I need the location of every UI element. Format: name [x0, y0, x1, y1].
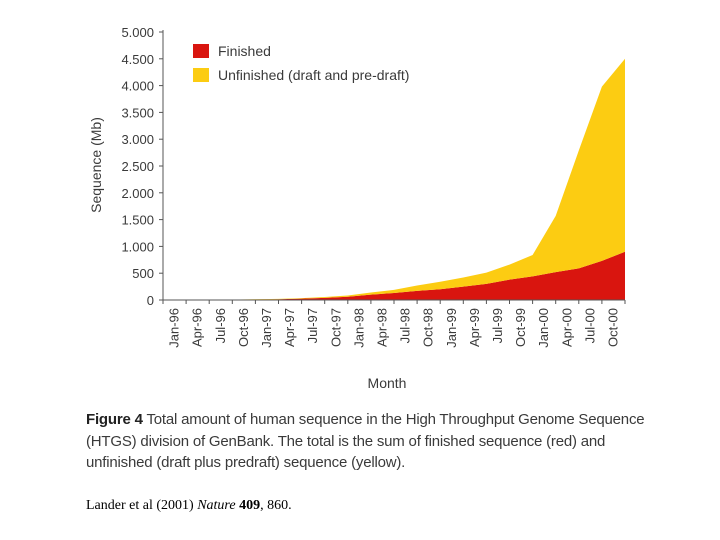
y-tick-label: 4.000 [121, 79, 154, 94]
legend-swatch-unfinished [193, 68, 209, 82]
x-tick-label: Jul-97 [305, 308, 320, 343]
x-tick-label: Oct-97 [328, 308, 343, 347]
x-tick-label: Oct-99 [513, 308, 528, 347]
citation-authors: Lander et al (2001) [86, 498, 198, 513]
y-axis-title: Sequence (Mb) [88, 117, 104, 213]
caption-text: Total amount of human sequence in the Hi… [86, 411, 645, 471]
x-tick-label: Oct-96 [236, 308, 251, 347]
genbank-sequence-chart: 0 500 1.000 1.500 2.000 2.500 3.000 3.500 4.000 4… [88, 25, 626, 391]
x-tick-label: Jan-96 [167, 308, 182, 348]
y-tick-label: 4.500 [121, 52, 154, 67]
x-tick-label: Oct-00 [605, 308, 620, 347]
x-tick-label: Apr-96 [190, 308, 205, 347]
x-tick-label: Jul-99 [490, 308, 505, 343]
y-tick-label: 1.000 [121, 239, 154, 254]
x-tick-label: Jan-99 [444, 308, 459, 348]
x-tick-label: Apr-97 [282, 308, 297, 347]
legend: Finished Unfinished (draft and pre-draft) [193, 43, 409, 83]
area-series-finished [163, 251, 625, 300]
citation-volume: 409 [235, 498, 261, 513]
y-axis: 0 500 1.000 1.500 2.000 2.500 3.000 3.500 4.000 4… [121, 25, 164, 308]
x-tick-label: Apr-99 [467, 308, 482, 347]
citation: Lander et al (2001) Nature 409, 860. [86, 498, 292, 514]
y-tick-label: 2.500 [121, 159, 154, 174]
y-tick-label: 5.000 [121, 25, 154, 40]
citation-journal: Nature [197, 498, 236, 513]
y-tick-label: 2.000 [121, 186, 154, 201]
legend-label-unfinished: Unfinished (draft and pre-draft) [218, 67, 409, 83]
y-tick-label: 500 [132, 266, 154, 281]
legend-swatch-finished [193, 44, 209, 58]
x-tick-label: Jan-00 [536, 308, 551, 348]
figure-caption: Figure 4 Total amount of human sequence … [86, 409, 646, 474]
area-series-unfinished [163, 58, 625, 300]
plot-areas [163, 58, 625, 300]
x-tick-label: Jan-98 [351, 308, 366, 348]
x-axis-title: Month [368, 375, 407, 391]
citation-pages: , 860. [260, 498, 292, 513]
y-tick-label: 3.000 [121, 132, 154, 147]
y-tick-label: 1.500 [121, 213, 154, 228]
y-tick-label: 0 [147, 293, 154, 308]
x-tick-label: Oct-98 [421, 308, 436, 347]
x-tick-label: Jul-00 [582, 308, 597, 343]
x-tick-label: Apr-00 [559, 308, 574, 347]
y-tick-label: 3.500 [121, 105, 154, 120]
x-axis: Jan-96 Apr-96 Jul-96 Oct-96 Jan-97 Apr-97 Jul-… [162, 299, 626, 348]
x-tick-label: Jan-97 [259, 308, 274, 348]
figure-label: Figure 4 [86, 411, 143, 428]
x-tick-label: Jul-96 [213, 308, 228, 343]
x-tick-label: Apr-98 [374, 308, 389, 347]
legend-label-finished: Finished [218, 43, 271, 59]
x-tick-label: Jul-98 [398, 308, 413, 343]
